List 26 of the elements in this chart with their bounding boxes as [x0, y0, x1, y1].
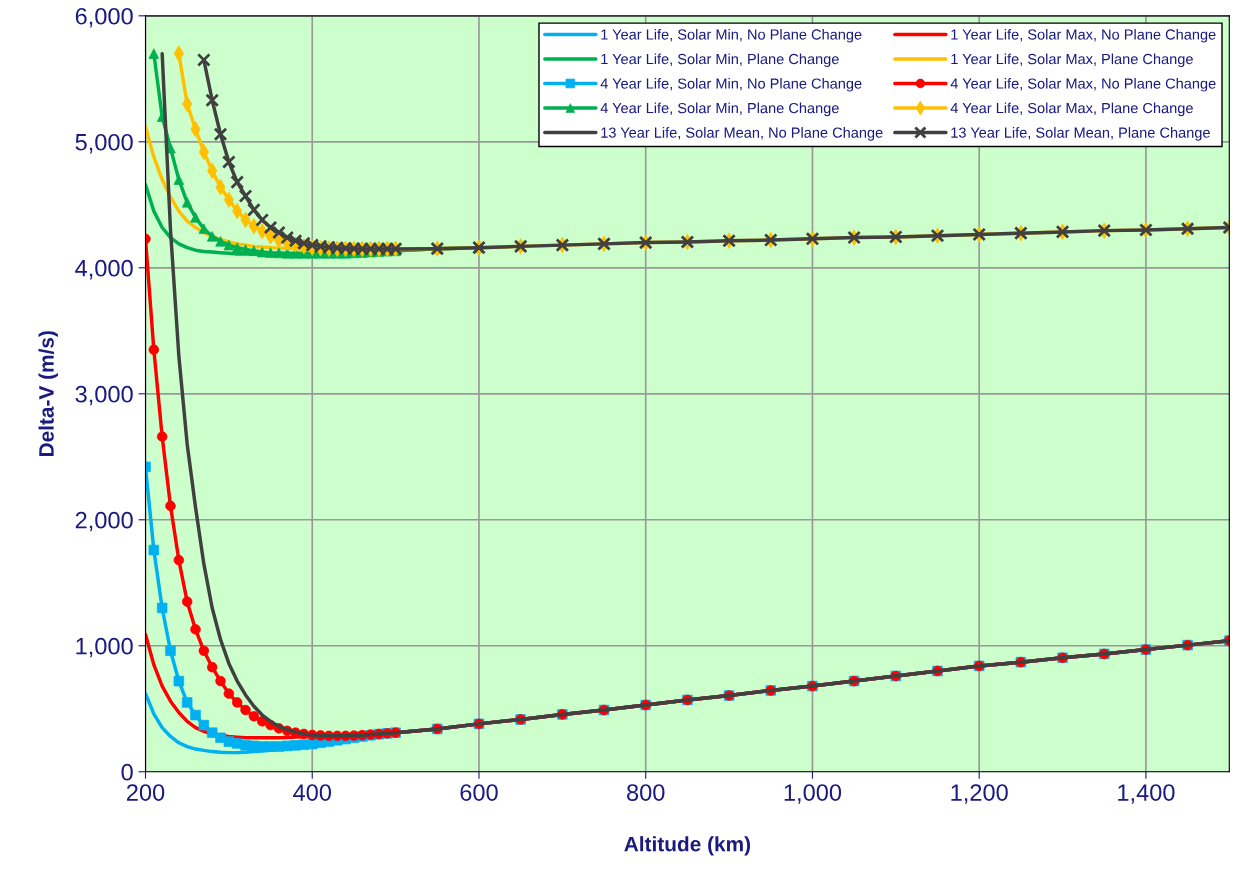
- y-tick-label: 1,000: [76, 637, 133, 658]
- x-tick-label: 200: [126, 784, 165, 801]
- x-tick-label: 800: [627, 784, 665, 801]
- y-tick-label: 4,000: [75, 259, 133, 280]
- x-tick-label: 1,000: [784, 784, 842, 804]
- legend-label: 13 Year Life, Solar Mean, No Plane Change: [601, 127, 883, 141]
- y-tick-label: 5,000: [75, 133, 133, 154]
- x-tick-label: 1,200: [951, 784, 1008, 804]
- y-axis-title: Delta-V (m/s): [38, 331, 58, 457]
- legend-label: 13 Year Life, Solar Mean, Plane Change: [951, 127, 1210, 141]
- legend-label: 1 Year Life, Solar Min, Plane Change: [601, 53, 839, 68]
- legend-label: 1 Year Life, Solar Max, No Plane Change: [951, 28, 1216, 43]
- y-tick-label: 6,000: [75, 7, 133, 28]
- x-tick-label: 1,400: [1118, 784, 1175, 804]
- y-tick-label: 3,000: [75, 385, 133, 406]
- legend-label: 4 Year Life, Solar Min, Plane Change: [600, 102, 839, 117]
- x-axis-title: Altitude (km): [624, 836, 751, 856]
- y-tick-label: 2,000: [75, 511, 133, 532]
- legend-label: 4 Year Life, Solar Max, No Plane Change: [950, 78, 1216, 92]
- x-tick-label: 400: [293, 784, 332, 801]
- legend-label: 4 Year Life, Solar Max, Plane Change: [950, 102, 1193, 117]
- y-tick-label: 0: [121, 763, 133, 781]
- legend-label: 1 Year Life, Solar Max, Plane Change: [951, 53, 1193, 68]
- x-tick-label: 600: [460, 784, 498, 801]
- legend-label: 4 Year Life, Solar Min, No Plane Change: [600, 78, 862, 92]
- legend-label: 1 Year Life, Solar Min, No Plane Change: [601, 28, 862, 43]
